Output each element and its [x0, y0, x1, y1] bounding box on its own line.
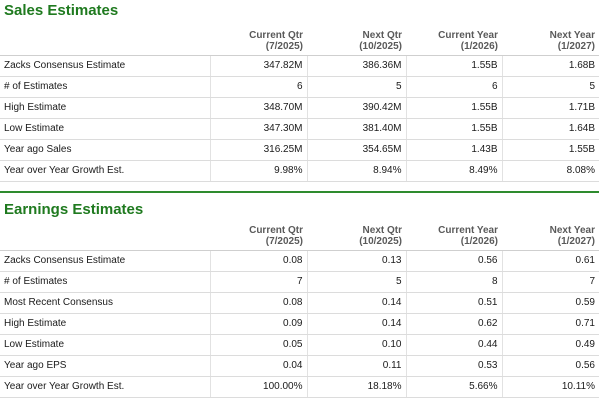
sales-estimates-table: Current Qtr (7/2025) Next Qtr (10/2025) Cu… — [0, 27, 599, 182]
header-blank — [0, 222, 210, 251]
earnings-estimates-table: Current Qtr (7/2025) Next Qtr (10/2025) Cu… — [0, 222, 599, 398]
cell-value: 8 — [405, 271, 502, 293]
cell-value: 386.36M — [306, 55, 406, 77]
cell-value: 0.04 — [209, 355, 307, 377]
table-row: Year over Year Growth Est. 100.00% 18.18… — [0, 376, 599, 398]
column-header-next-qtr: Next Qtr (10/2025) — [307, 222, 406, 251]
sales-estimates-section: Sales Estimates Current Qtr (7/2025) Next… — [0, 0, 599, 182]
cell-value: 1.43B — [405, 139, 502, 161]
cell-value: 354.65M — [306, 139, 406, 161]
row-label: Zacks Consensus Estimate — [0, 55, 210, 77]
row-label: Zacks Consensus Estimate — [0, 250, 210, 272]
row-label: Year ago Sales — [0, 139, 210, 161]
cell-value: 0.10 — [306, 334, 406, 356]
cell-value: 390.42M — [306, 97, 406, 119]
cell-value: 0.61 — [501, 250, 599, 272]
row-label: # of Estimates — [0, 271, 210, 293]
header-blank — [0, 27, 210, 56]
cell-value: 5.66% — [405, 376, 502, 398]
cell-value: 0.49 — [501, 334, 599, 356]
row-label: Low Estimate — [0, 118, 210, 140]
column-header-current-year: Current Year (1/2026) — [406, 222, 502, 251]
cell-value: 381.40M — [306, 118, 406, 140]
column-header-current-qtr: Current Qtr (7/2025) — [210, 222, 307, 251]
row-label: Most Recent Consensus — [0, 292, 210, 314]
earnings-estimates-section: Earnings Estimates Current Qtr (7/2025) N… — [0, 193, 599, 398]
earnings-estimates-title: Earnings Estimates — [4, 201, 144, 218]
cell-value: 0.08 — [209, 292, 307, 314]
cell-value: 8.49% — [405, 160, 502, 182]
row-label: Year over Year Growth Est. — [0, 376, 210, 398]
cell-value: 7 — [501, 271, 599, 293]
cell-value: 8.94% — [306, 160, 406, 182]
cell-value: 7 — [209, 271, 307, 293]
cell-value: 9.98% — [209, 160, 307, 182]
cell-value: 316.25M — [209, 139, 307, 161]
cell-value: 348.70M — [209, 97, 307, 119]
cell-value: 0.14 — [306, 313, 406, 335]
table-row: Zacks Consensus Estimate 347.82M 386.36M… — [0, 55, 599, 77]
cell-value: 0.56 — [501, 355, 599, 377]
row-label: Low Estimate — [0, 334, 210, 356]
cell-value: 0.51 — [405, 292, 502, 314]
row-label: High Estimate — [0, 97, 210, 119]
table-row: Year ago EPS 0.04 0.11 0.53 0.56 — [0, 355, 599, 377]
table-row: Low Estimate 0.05 0.10 0.44 0.49 — [0, 334, 599, 356]
cell-value: 1.55B — [405, 118, 502, 140]
row-label: # of Estimates — [0, 76, 210, 98]
cell-value: 5 — [306, 271, 406, 293]
table-row: # of Estimates 6 5 6 5 — [0, 76, 599, 98]
cell-value: 0.56 — [405, 250, 502, 272]
cell-value: 100.00% — [209, 376, 307, 398]
table-row: # of Estimates 7 5 8 7 — [0, 271, 599, 293]
column-header-current-year: Current Year (1/2026) — [406, 27, 502, 56]
cell-value: 0.71 — [501, 313, 599, 335]
table-row: Most Recent Consensus 0.08 0.14 0.51 0.5… — [0, 292, 599, 314]
section-divider — [0, 191, 599, 193]
cell-value: 6 — [405, 76, 502, 98]
table-row: High Estimate 0.09 0.14 0.62 0.71 — [0, 313, 599, 335]
cell-value: 18.18% — [306, 376, 406, 398]
cell-value: 5 — [306, 76, 406, 98]
table-row: High Estimate 348.70M 390.42M 1.55B 1.71… — [0, 97, 599, 119]
cell-value: 0.13 — [306, 250, 406, 272]
cell-value: 0.09 — [209, 313, 307, 335]
column-header-next-qtr: Next Qtr (10/2025) — [307, 27, 406, 56]
cell-value: 5 — [501, 76, 599, 98]
cell-value: 0.44 — [405, 334, 502, 356]
cell-value: 6 — [209, 76, 307, 98]
column-header-current-qtr: Current Qtr (7/2025) — [210, 27, 307, 56]
cell-value: 1.55B — [405, 55, 502, 77]
table-row: Zacks Consensus Estimate 0.08 0.13 0.56 … — [0, 250, 599, 272]
column-header-next-year: Next Year (1/2027) — [502, 222, 599, 251]
cell-value: 1.68B — [501, 55, 599, 77]
cell-value: 0.62 — [405, 313, 502, 335]
cell-value: 0.14 — [306, 292, 406, 314]
cell-value: 0.53 — [405, 355, 502, 377]
cell-value: 10.11% — [501, 376, 599, 398]
cell-value: 0.08 — [209, 250, 307, 272]
cell-value: 1.55B — [501, 139, 599, 161]
cell-value: 347.82M — [209, 55, 307, 77]
cell-value: 1.55B — [405, 97, 502, 119]
column-header-next-year: Next Year (1/2027) — [502, 27, 599, 56]
cell-value: 0.59 — [501, 292, 599, 314]
cell-value: 1.64B — [501, 118, 599, 140]
table-header-row: Current Qtr (7/2025) Next Qtr (10/2025) Cu… — [0, 27, 599, 56]
row-label: Year ago EPS — [0, 355, 210, 377]
table-row: Year ago Sales 316.25M 354.65M 1.43B 1.5… — [0, 139, 599, 161]
table-row: Year over Year Growth Est. 9.98% 8.94% 8… — [0, 160, 599, 182]
row-label: Year over Year Growth Est. — [0, 160, 210, 182]
table-row: Low Estimate 347.30M 381.40M 1.55B 1.64B — [0, 118, 599, 140]
cell-value: 8.08% — [501, 160, 599, 182]
table-header-row: Current Qtr (7/2025) Next Qtr (10/2025) Cu… — [0, 222, 599, 251]
cell-value: 347.30M — [209, 118, 307, 140]
cell-value: 0.11 — [306, 355, 406, 377]
sales-estimates-title: Sales Estimates — [4, 2, 119, 19]
row-label: High Estimate — [0, 313, 210, 335]
cell-value: 1.71B — [501, 97, 599, 119]
cell-value: 0.05 — [209, 334, 307, 356]
